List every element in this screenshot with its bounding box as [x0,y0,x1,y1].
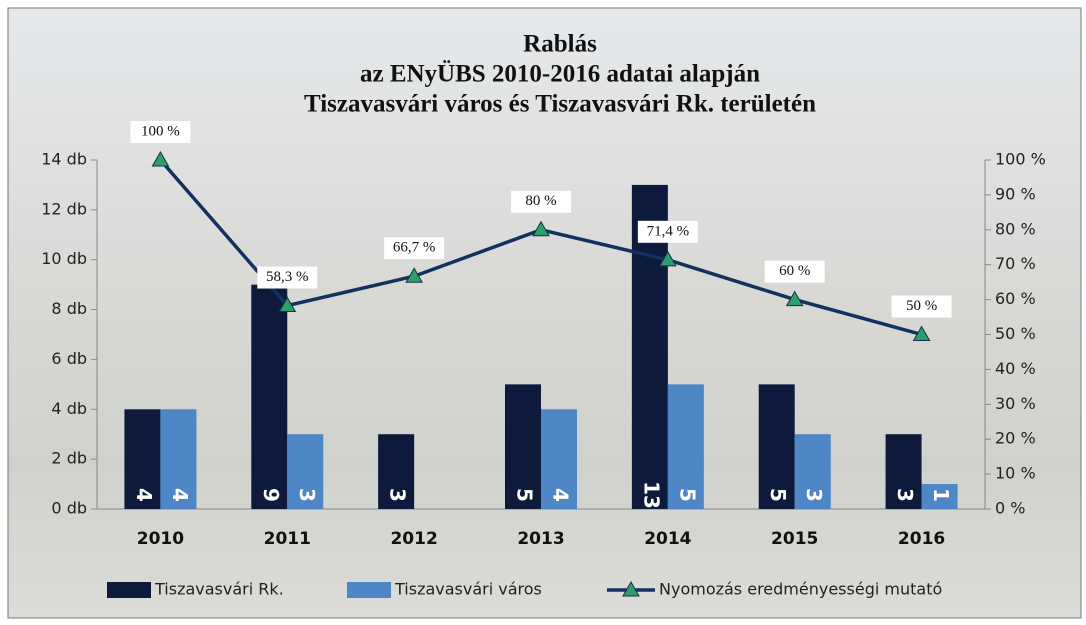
x-tick-label: 2011 [264,529,311,549]
y2-tick-label: 80 % [995,219,1036,238]
y-tick-label: 2 db [51,449,87,468]
bar-value-label: 3 [386,488,410,502]
legend-label: Tiszavasvári város [394,580,542,599]
y2-tick-label: 30 % [995,394,1036,413]
y2-tick-label: 50 % [995,324,1036,343]
x-tick-label: 2012 [390,529,437,549]
bar-value-label: 3 [802,488,826,502]
bar-value-label: 9 [259,488,283,502]
page: {"chart_data": {"type": "bar-line", "tit… [0,0,1086,621]
x-tick-label: 2014 [644,529,691,549]
y-tick-label: 10 db [41,249,87,268]
bar-value-label: 13 [639,481,663,509]
legend-swatch [347,582,391,598]
y2-tick-label: 0 % [995,499,1025,518]
y2-tick-label: 40 % [995,359,1036,378]
bar-value-label: 3 [893,488,917,502]
value-label: 100 % [141,123,180,139]
y-tick-label: 8 db [51,299,87,318]
y-tick-label: 14 db [41,150,87,169]
legend-label: Tiszavasvári Rk. [154,580,284,599]
chart-title: az ENyÜBS 2010-2016 adatai alapján [360,61,760,88]
y2-tick-label: 60 % [995,289,1036,308]
bar-value-label: 5 [675,488,699,502]
value-label: 50 % [906,298,937,314]
chart-title: Rablás [523,31,597,58]
value-label: 80 % [525,193,556,209]
bar-value-label: 5 [513,488,537,502]
bar-value-label: 5 [766,488,790,502]
bar-value-label: 4 [168,488,192,502]
chart-title: Tiszavasvári város és Tiszavasvári Rk. t… [304,91,816,118]
bar-value-label: 4 [549,488,573,502]
y2-tick-label: 10 % [995,464,1036,483]
x-tick-label: 2013 [517,529,564,549]
legend-swatch [107,582,151,598]
y2-tick-label: 20 % [995,429,1036,448]
bar-value-label: 1 [929,488,953,502]
bar-value-label: 3 [295,488,319,502]
y-tick-label: 12 db [41,199,87,218]
x-tick-label: 2015 [771,529,818,549]
x-tick-label: 2016 [898,529,945,549]
y2-tick-label: 100 % [995,150,1046,169]
y-tick-label: 4 db [51,399,87,418]
value-label: 66,7 % [393,240,436,256]
legend-label: Nyomozás eredményességi mutató [659,580,942,599]
x-tick-label: 2010 [137,529,184,549]
value-label: 71,4 % [647,223,690,239]
value-label: 60 % [779,263,810,279]
y2-tick-label: 70 % [995,254,1036,273]
y2-tick-label: 90 % [995,184,1036,203]
y-tick-label: 6 db [51,349,87,368]
chart: Rablás az ENyÜBS 2010-2016 adatai alapján… [0,0,1086,621]
bar-value-label: 4 [132,488,156,502]
y-tick-label: 0 db [51,499,87,518]
bar [251,285,287,509]
value-label: 58,3 % [266,269,309,285]
